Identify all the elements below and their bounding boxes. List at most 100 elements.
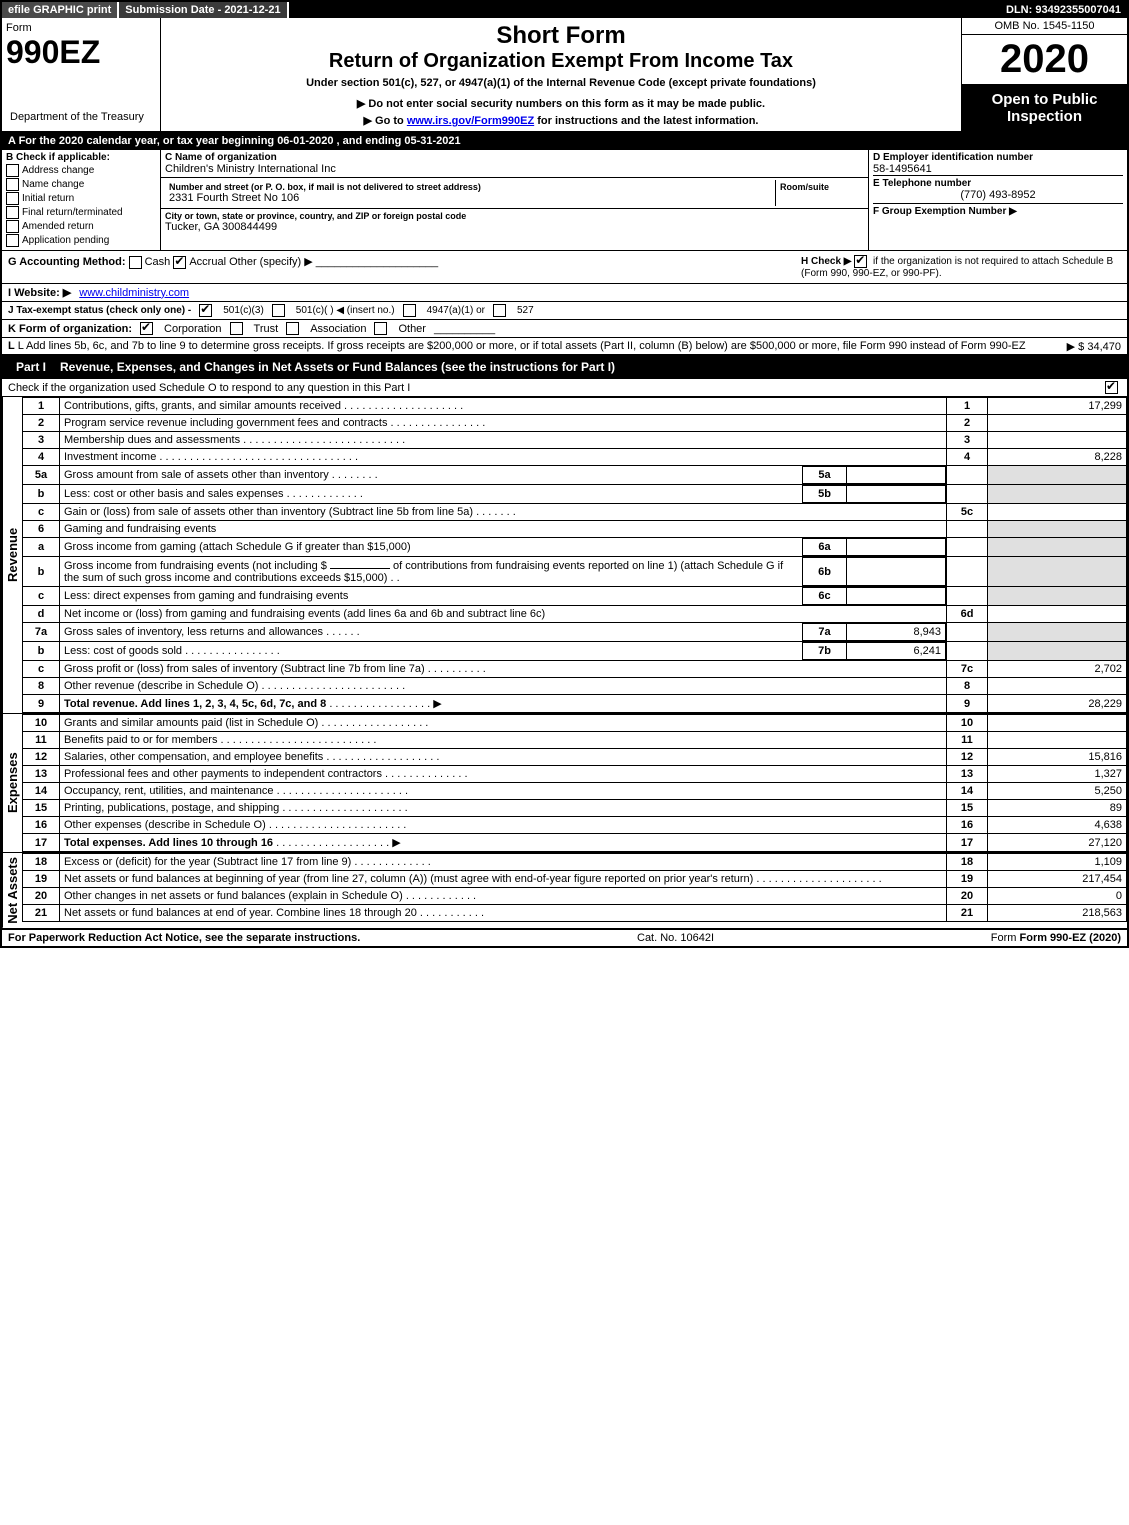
line-18: 18Excess or (deficit) for the year (Subt… [23,854,1127,871]
chk-h[interactable] [854,255,867,268]
k-label: K Form of organization: [8,323,132,335]
addr: 2331 Fourth Street No 106 [169,192,771,204]
l18-desc: Excess or (deficit) for the year (Subtra… [64,856,351,868]
l15-val: 89 [988,800,1127,817]
l7b-sub: 7b [803,643,847,660]
line-4-val: 8,228 [988,449,1127,466]
form-990ez: efile GRAPHIC print Submission Date - 20… [0,0,1129,948]
goto-link[interactable]: www.irs.gov/Form990EZ [407,115,534,127]
k-other: Other [398,323,426,335]
submission-date: Submission Date - 2021-12-21 [119,2,288,18]
k-trust: Trust [254,323,279,335]
line-9-desc: Total revenue. Add lines 1, 2, 3, 4, 5c,… [64,698,326,710]
part1-title: Revenue, Expenses, and Changes in Net As… [60,360,615,374]
expenses-table: 10Grants and similar amounts paid (list … [22,714,1127,852]
do-not-enter: ▶ Do not enter social security numbers o… [169,97,953,110]
l6a-subval [847,539,946,556]
chk-part1-scho[interactable] [1105,381,1118,394]
e-label: E Telephone number [873,178,1123,189]
j-501c: 501(c)( ) ◀ (insert no.) [296,305,395,316]
line-7c-val: 2,702 [988,661,1127,678]
form-header: Form 990EZ Department of the Treasury Sh… [2,18,1127,132]
line-3-val [988,432,1127,449]
city: Tucker, GA 300844499 [165,221,864,233]
line-11: 11Benefits paid to or for members . . . … [23,732,1127,749]
line-1-val: 17,299 [988,398,1127,415]
line-7c-desc: Gross profit or (loss) from sales of inv… [64,663,425,675]
l10-desc: Grants and similar amounts paid (list in… [64,717,318,729]
line-6a-desc: Gross income from gaming (attach Schedul… [64,541,411,553]
g-accrual: Accrual [189,256,226,268]
footer-right-text: Form 990-EZ (2020) [1020,932,1121,944]
line-6d-desc: Net income or (loss) from gaming and fun… [60,606,947,623]
chk-trust[interactable] [230,322,243,335]
chk-initial[interactable]: Initial return [6,192,156,205]
row-bcd: B Check if applicable: Address change Na… [2,150,1127,251]
l5b-subval [847,486,946,503]
j-label: J Tax-exempt status (check only one) - [8,305,191,316]
header-right: OMB No. 1545-1150 2020 Open to Public In… [962,18,1127,131]
line-17: 17Total expenses. Add lines 10 through 1… [23,834,1127,852]
chk-final[interactable]: Final return/terminated [6,206,156,219]
b-label: B Check if applicable: [6,152,156,163]
under-section: Under section 501(c), 527, or 4947(a)(1)… [169,77,953,89]
j-501c3: 501(c)(3) [223,305,264,316]
line-5a: 5aGross amount from sale of assets other… [23,466,1127,485]
l20-val: 0 [988,888,1127,905]
line-9-val: 28,229 [988,695,1127,713]
line-6-desc: Gaming and fundraising events [60,521,947,538]
room-label: Room/suite [780,182,860,192]
org-name: Children's Ministry International Inc [165,163,864,175]
g-other: Other (specify) ▶ [229,256,313,268]
l7b-subval: 6,241 [847,643,946,660]
line-7a: 7a Gross sales of inventory, less returns… [23,623,1127,642]
section-b: B Check if applicable: Address change Na… [2,150,161,250]
chk-address-label: Address change [22,165,94,176]
l6b-subval [847,558,946,586]
line-5c-val [988,504,1127,521]
chk-address[interactable]: Address change [6,164,156,177]
line-8: 8Other revenue (describe in Schedule O) … [23,678,1127,695]
l6b-pre: Gross income from fundraising events (no… [64,560,327,572]
chk-4947[interactable] [403,304,416,317]
chk-assoc[interactable] [286,322,299,335]
chk-accrual[interactable] [173,256,186,269]
section-c: C Name of organization Children's Minist… [161,150,869,250]
goto-pre: ▶ Go to [364,115,407,127]
c-name-label: C Name of organization [165,152,864,163]
chk-amended[interactable]: Amended return [6,220,156,233]
line-15: 15Printing, publications, postage, and s… [23,800,1127,817]
chk-501c3[interactable] [199,304,212,317]
g-cash: Cash [145,256,171,268]
chk-name-label: Name change [22,179,84,190]
l7a-sub: 7a [803,624,847,641]
l11-val [988,732,1127,749]
i-label: I Website: ▶ [8,286,71,299]
netassets-table: 18Excess or (deficit) for the year (Subt… [22,853,1127,922]
l7a-subval: 8,943 [847,624,946,641]
dept-label: Department of the Treasury [6,107,156,127]
section-h: H Check ▶ if the organization is not req… [801,255,1121,279]
expenses-section: Expenses 10Grants and similar amounts pa… [2,714,1127,853]
chk-corp[interactable] [140,322,153,335]
line-6d-val [988,606,1127,623]
chk-pending[interactable]: Application pending [6,234,156,247]
line-19: 19Net assets or fund balances at beginni… [23,871,1127,888]
chk-501c[interactable] [272,304,285,317]
chk-other[interactable] [374,322,387,335]
chk-name[interactable]: Name change [6,178,156,191]
part1-header: Part I Revenue, Expenses, and Changes in… [2,355,1127,379]
chk-cash[interactable] [129,256,142,269]
line-7a-desc: Gross sales of inventory, less returns a… [64,626,323,638]
netassets-section: Net Assets 18Excess or (deficit) for the… [2,853,1127,929]
l12-val: 15,816 [988,749,1127,766]
line-6c: cLess: direct expenses from gaming and f… [23,587,1127,606]
website-link[interactable]: www.childministry.com [79,287,189,299]
header-center: Short Form Return of Organization Exempt… [161,18,962,131]
line-7c: cGross profit or (loss) from sales of in… [23,661,1127,678]
chk-527[interactable] [493,304,506,317]
line-5c-desc: Gain or (loss) from sale of assets other… [64,506,473,518]
l-val: ▶ $ 34,470 [1067,340,1121,353]
revenue-label: Revenue [2,397,22,713]
goto-post: for instructions and the latest informat… [534,115,758,127]
